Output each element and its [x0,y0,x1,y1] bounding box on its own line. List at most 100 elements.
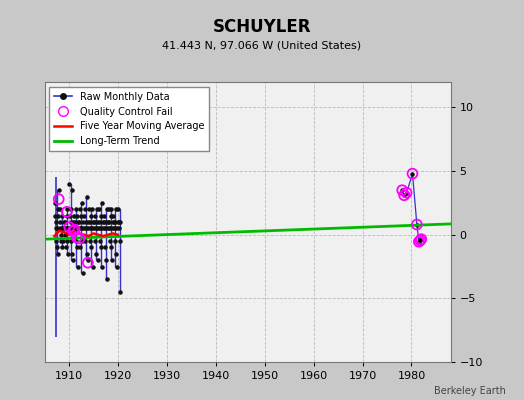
Point [52,238,60,244]
Point [77,212,85,219]
Point [111,225,119,232]
Point [59,225,67,232]
Point [113,219,122,225]
Point [86,225,95,232]
Point [65,224,73,230]
Point [54,212,62,219]
Point [91,225,100,232]
Point [60,219,68,225]
Point [416,237,424,244]
Point [69,257,77,263]
Point [61,232,70,238]
Point [67,219,75,225]
Point [113,225,121,232]
Point [92,219,100,225]
Point [96,238,104,244]
Point [108,219,117,225]
Point [61,244,70,251]
Point [90,225,99,232]
Point [84,260,92,266]
Point [67,206,75,212]
Point [115,238,124,244]
Point [86,238,94,244]
Point [75,206,84,212]
Point [70,226,79,233]
Point [115,225,123,232]
Point [54,251,62,257]
Point [91,238,99,244]
Point [103,276,112,282]
Point [70,212,79,219]
Point [74,263,82,270]
Point [80,212,88,219]
Point [95,219,104,225]
Point [416,237,424,244]
Point [65,181,73,187]
Point [402,190,411,196]
Point [68,187,77,193]
Text: SCHUYLER: SCHUYLER [213,18,311,36]
Point [107,206,116,212]
Point [87,244,95,251]
Point [50,200,59,206]
Point [52,219,61,225]
Point [101,244,109,251]
Point [79,270,87,276]
Text: Berkeley Earth: Berkeley Earth [434,386,506,396]
Point [417,236,425,242]
Point [72,206,81,212]
Point [89,219,97,225]
Point [54,196,63,202]
Point [58,225,66,232]
Point [93,225,101,232]
Point [60,225,69,232]
Point [92,251,101,257]
Point [56,206,64,212]
Point [97,244,105,251]
Point [62,225,70,232]
Point [100,212,108,219]
Point [52,225,61,232]
Point [82,225,90,232]
Point [103,225,111,232]
Point [68,251,76,257]
Point [414,238,423,245]
Point [400,192,408,198]
Point [80,225,89,232]
Point [54,187,63,193]
Point [102,206,111,212]
Point [90,219,98,225]
Point [83,193,91,200]
Point [69,225,77,232]
Point [99,219,107,225]
Point [113,263,122,270]
Point [61,219,69,225]
Point [75,235,84,242]
Point [107,244,115,251]
Point [88,225,96,232]
Point [93,206,101,212]
Point [56,225,64,232]
Point [93,257,102,263]
Point [94,206,103,212]
Point [89,263,97,270]
Point [110,219,118,225]
Point [105,238,114,244]
Point [408,170,417,177]
Point [94,219,102,225]
Point [75,219,83,225]
Point [66,225,74,232]
Point [73,212,81,219]
Point [413,221,421,228]
Point [63,225,72,232]
Point [106,225,114,232]
Point [108,257,116,263]
Point [51,225,60,232]
Point [107,225,116,232]
Point [112,251,120,257]
Point [95,225,103,232]
Point [85,219,94,225]
Point [64,225,73,232]
Point [417,236,425,242]
Point [67,238,75,244]
